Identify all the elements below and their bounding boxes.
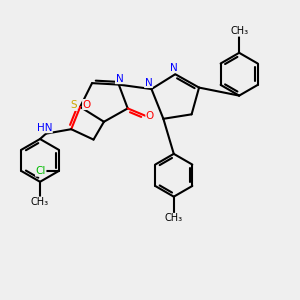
Text: N: N <box>170 63 178 73</box>
Text: O: O <box>146 111 154 121</box>
Text: CH₃: CH₃ <box>31 197 49 207</box>
Text: CH₃: CH₃ <box>231 26 249 36</box>
Text: O: O <box>82 100 91 110</box>
Text: S: S <box>70 100 77 110</box>
Text: N: N <box>116 74 123 84</box>
Text: HN: HN <box>37 123 52 133</box>
Text: CH₃: CH₃ <box>165 213 183 224</box>
Text: N: N <box>145 77 152 88</box>
Text: Cl: Cl <box>35 166 46 176</box>
